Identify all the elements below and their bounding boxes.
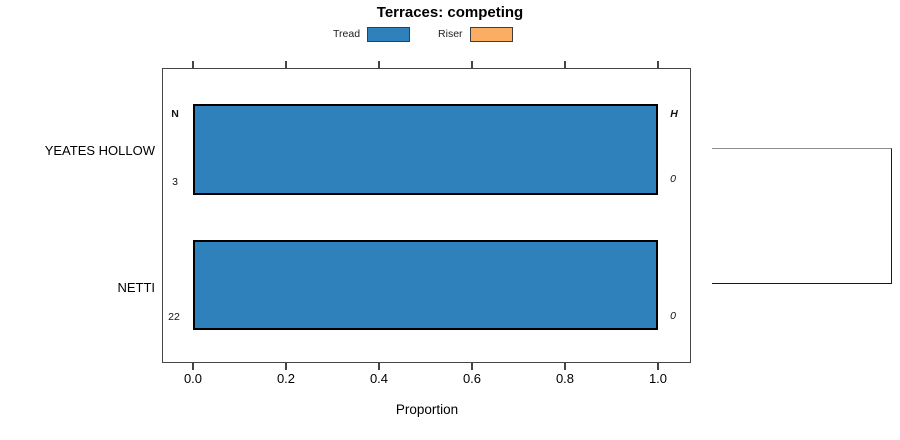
right-value-row1: 0 [670, 310, 676, 322]
bar-yeates-hollow-tread [193, 104, 658, 195]
x-tick-label-4: 0.8 [555, 371, 575, 386]
legend-label-tread: Tread [333, 28, 361, 40]
bottom-tick-1 [285, 363, 287, 370]
chart-title: Terraces: competing [376, 4, 524, 21]
bottom-tick-3 [471, 363, 473, 370]
y-label-netti: NETTI [117, 280, 155, 295]
clipped-side-box [712, 148, 892, 284]
x-tick-label-5: 1.0 [648, 371, 668, 386]
x-axis-title: Proportion [395, 402, 459, 417]
top-tick-2 [378, 61, 380, 68]
top-tick-4 [564, 61, 566, 68]
right-header-label: H [670, 108, 678, 120]
top-tick-5 [657, 61, 659, 68]
x-tick-label-3: 0.6 [462, 371, 482, 386]
top-tick-0 [192, 61, 194, 68]
legend-item-riser: Riser [438, 26, 513, 42]
left-value-row1: 22 [168, 311, 180, 323]
x-tick-label-1: 0.2 [276, 371, 296, 386]
legend-swatch-riser [469, 26, 513, 42]
top-tick-1 [285, 61, 287, 68]
bottom-tick-2 [378, 363, 380, 370]
legend-item-tread: Tread [333, 26, 411, 42]
x-tick-label-0: 0.0 [183, 371, 203, 386]
legend-label-riser: Riser [438, 28, 463, 40]
bottom-tick-0 [192, 363, 194, 370]
right-value-row0: 0 [670, 173, 676, 185]
bar-netti-tread [193, 240, 658, 330]
y-label-yeates-hollow: YEATES HOLLOW [44, 143, 155, 158]
bottom-tick-5 [657, 363, 659, 370]
bottom-tick-4 [564, 363, 566, 370]
left-value-row0: 3 [172, 176, 178, 188]
chart-legend: Tread Riser [333, 25, 513, 43]
x-tick-label-2: 0.4 [369, 371, 389, 386]
legend-swatch-tread [367, 26, 411, 42]
top-tick-3 [471, 61, 473, 68]
left-header-label: N [171, 108, 179, 120]
